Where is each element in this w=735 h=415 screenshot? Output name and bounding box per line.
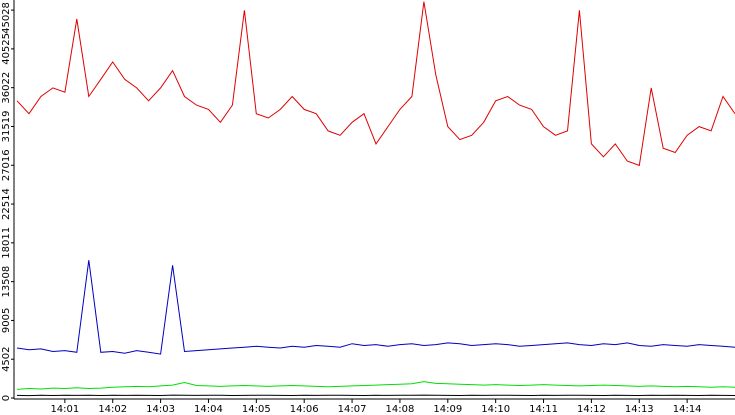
x-tick-label: 14:04: [194, 404, 223, 415]
y-tick-label: 13508: [1, 266, 12, 298]
y-tick-label: 27016: [1, 149, 12, 181]
y-tick-label: 22514: [1, 188, 12, 220]
x-tick-label: 14:06: [290, 404, 319, 415]
series-line: [16, 1, 735, 167]
y-tick-label: 0: [1, 395, 12, 401]
x-tick-label: 14:07: [338, 404, 367, 415]
x-tick-label: 14:13: [625, 404, 654, 415]
x-tick-label: 14:02: [98, 404, 127, 415]
y-tick-label: 36022: [1, 72, 12, 104]
x-tick-label: 14:01: [50, 404, 79, 415]
y-tick-label: 18011: [1, 227, 12, 259]
x-tick-label: 14:11: [529, 404, 558, 415]
x-tick-label: 14:12: [577, 404, 606, 415]
y-tick-label: 45028: [1, 2, 12, 34]
x-tick-label: 14:10: [481, 404, 510, 415]
y-tick-label: 40525: [1, 33, 12, 65]
x-tick-label: 14:14: [673, 404, 702, 415]
series-line: [16, 394, 735, 397]
x-tick-label: 14:09: [433, 404, 462, 415]
series-line: [16, 260, 735, 355]
series-line: [16, 381, 735, 390]
x-tick-label: 14:03: [146, 404, 175, 415]
y-tick-label: 9005: [1, 308, 12, 333]
y-tick-label: 31519: [1, 111, 12, 143]
y-tick-label: 4502: [1, 346, 12, 371]
x-tick-label: 14:05: [242, 404, 271, 415]
x-tick-label: 14:08: [386, 404, 415, 415]
